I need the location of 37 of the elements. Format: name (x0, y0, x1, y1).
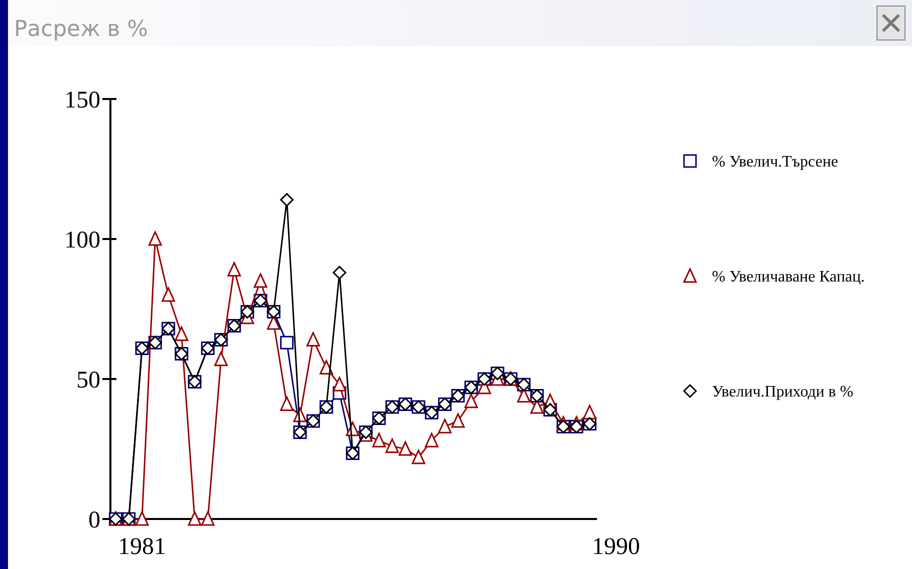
point (412, 450, 426, 464)
legend-label: % Увелич.Търсене (712, 154, 838, 171)
point (188, 511, 202, 526)
point (464, 394, 478, 408)
point (320, 360, 334, 375)
point (385, 438, 399, 453)
point (266, 315, 280, 330)
point (280, 193, 294, 207)
point (214, 352, 228, 366)
point (332, 376, 346, 392)
point (254, 273, 268, 288)
point (135, 511, 149, 526)
chart-title: Расреж в % (14, 17, 148, 42)
point (201, 511, 215, 526)
point (162, 287, 176, 302)
y-tick-label: 150 (64, 87, 100, 114)
point (332, 266, 346, 280)
point (582, 404, 596, 420)
point (424, 432, 438, 448)
point (451, 413, 465, 428)
point (148, 231, 162, 246)
point (398, 441, 412, 456)
point (227, 262, 241, 277)
point (306, 332, 320, 347)
point (174, 326, 188, 341)
point (372, 432, 386, 448)
point (517, 388, 531, 403)
point (280, 396, 294, 411)
point (438, 418, 452, 434)
legend-label: Увелич.Приходи в % (712, 384, 854, 401)
y-tick-label: 50 (76, 367, 100, 394)
x-tick-label: 1981 (118, 534, 166, 560)
y-tick-label: 0 (88, 507, 100, 534)
y-tick-label: 100 (64, 227, 100, 254)
point (280, 336, 294, 350)
legend-label: % Увеличаване Капац. (712, 268, 865, 286)
x-tick-label: 1990 (592, 534, 640, 560)
